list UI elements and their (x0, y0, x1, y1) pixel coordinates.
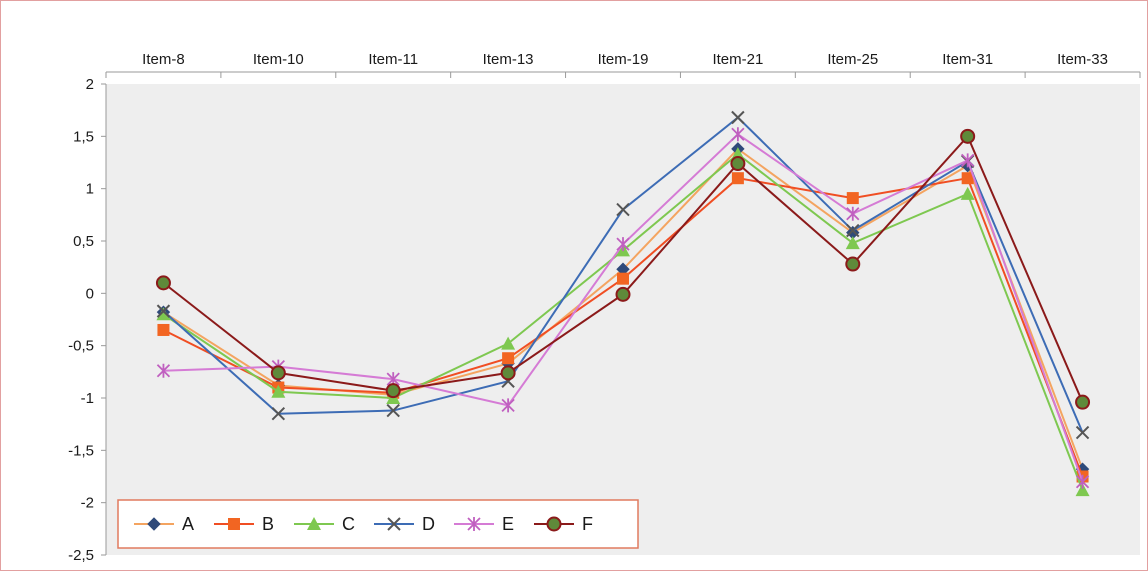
x-tick-label: Item-25 (827, 51, 878, 68)
legend-item-A: A (134, 514, 194, 534)
y-tick-label: -0,5 (68, 338, 94, 355)
legend-item-B: B (214, 514, 274, 534)
data-point-F (270, 365, 286, 381)
data-point-E (846, 206, 860, 221)
x-tick-label: Item-31 (942, 51, 993, 68)
data-point-B (157, 323, 170, 336)
legend-label-F: F (582, 514, 593, 534)
data-point-D (616, 202, 630, 217)
plot-area (106, 84, 1140, 555)
y-tick-label: 1,5 (73, 128, 94, 145)
data-point-E (156, 363, 171, 378)
x-tick-label: Item-8 (142, 51, 185, 68)
legend-item-D: D (374, 514, 435, 534)
data-point-B (961, 172, 974, 185)
series-lines (155, 110, 1091, 497)
data-point-F (845, 256, 861, 272)
data-point-F (615, 286, 631, 302)
data-point-D (846, 223, 860, 238)
data-point-B (502, 352, 515, 365)
legend-marker-C (307, 517, 321, 530)
x-tick-label: Item-10 (253, 51, 304, 68)
x-tick-label: Item-33 (1057, 51, 1108, 68)
data-point-D (1075, 425, 1090, 440)
y-tick-label: 1 (86, 181, 94, 198)
legend-label-A: A (182, 514, 194, 534)
y-tick-label: -2 (81, 495, 94, 512)
data-point-D (386, 403, 400, 418)
data-point-C (1075, 483, 1090, 497)
data-point-C (845, 236, 860, 250)
data-point-F (500, 365, 516, 381)
data-point-E (961, 153, 975, 168)
legend-marker-E (467, 517, 481, 531)
legend-marker-F (546, 516, 562, 532)
legend-marker-A (147, 517, 161, 531)
x-tick-label: Item-13 (483, 51, 534, 68)
data-point-E (1075, 474, 1090, 489)
data-point-C (730, 147, 745, 161)
data-point-B (731, 172, 744, 185)
data-point-E (616, 237, 630, 252)
data-point-D (731, 110, 745, 125)
data-point-F (1075, 394, 1091, 410)
legend-marker-B (228, 518, 240, 530)
y-tick-label: 0 (86, 285, 94, 302)
y-tick-label: -2,5 (68, 547, 94, 564)
legend: A B C D E F (117, 499, 639, 549)
legend-marker-D (387, 517, 401, 531)
data-point-D (156, 304, 171, 318)
y-tick-label: 2 (86, 76, 94, 93)
x-tick-label: Item-19 (598, 51, 649, 68)
legend-label-B: B (262, 514, 274, 534)
legend-label-E: E (502, 514, 514, 534)
legend-label-D: D (422, 514, 435, 534)
data-point-F (730, 156, 746, 172)
y-tick-label: 0,5 (73, 233, 94, 250)
data-point-B (617, 272, 629, 285)
legend-item-F: F (534, 514, 593, 534)
x-tick-label: Item-21 (712, 51, 763, 68)
axes: 2 1,5 1 0,5 0 -0,5 -1 -1,5 -2 -2,5 Item-8 Item-10 It… (68, 51, 1141, 564)
data-point-D (271, 406, 286, 421)
data-point-F (385, 383, 401, 399)
data-point-F (960, 128, 976, 144)
data-point-F (155, 275, 171, 291)
data-point-C (960, 186, 975, 200)
data-point-C (501, 336, 516, 350)
data-point-E (731, 127, 745, 142)
x-tick-label: Item-11 (368, 51, 418, 68)
data-point-C (156, 307, 171, 321)
y-tick-label: -1,5 (68, 442, 94, 459)
y-tick-label: -1 (81, 390, 94, 407)
legend-item-C: C (294, 514, 355, 534)
legend-label-C: C (342, 514, 355, 534)
data-point-C (271, 384, 286, 398)
data-point-B (846, 192, 859, 205)
plot-background (106, 84, 1140, 555)
legend-item-E: E (454, 514, 514, 534)
series-F (155, 128, 1091, 410)
data-point-E (501, 398, 515, 413)
